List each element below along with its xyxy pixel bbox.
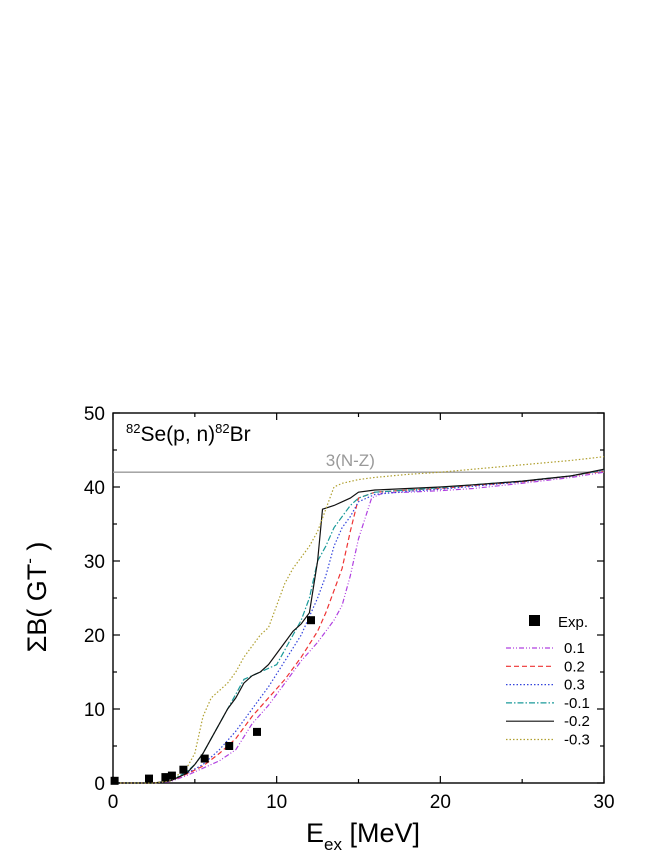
experiment-point bbox=[200, 754, 209, 763]
experiment-points bbox=[110, 616, 315, 785]
y-tick-label: 10 bbox=[84, 700, 105, 721]
legend-label-exp: Exp. bbox=[558, 614, 588, 631]
reaction-mass-b: 82 bbox=[215, 421, 229, 436]
experiment-point bbox=[307, 616, 315, 625]
experiment-point bbox=[110, 776, 119, 785]
x-tick-label: 0 bbox=[108, 792, 119, 813]
legend-label-6: -0.3 bbox=[564, 732, 590, 749]
reaction-product: Br bbox=[230, 423, 251, 446]
experiment-point bbox=[145, 774, 153, 783]
series-line-6 bbox=[113, 456, 605, 784]
experiment-point bbox=[161, 773, 170, 782]
y-tick-label: 0 bbox=[94, 774, 105, 795]
series-line-3 bbox=[113, 469, 605, 784]
x-axis-title-unit: [MeV] bbox=[342, 818, 420, 848]
legend-label-1: 0.1 bbox=[564, 640, 585, 657]
y-tick-label: 40 bbox=[84, 478, 105, 499]
y-axis-title: ΣB( GT- ) bbox=[20, 542, 52, 653]
series-line-5 bbox=[113, 468, 605, 784]
legend-label-5: -0.2 bbox=[564, 713, 590, 730]
legend: Exp. 0.10.2 0.3-0.1-0.2 -0.3 bbox=[506, 614, 590, 749]
reaction-mass-a: 82 bbox=[126, 421, 140, 436]
x-axis-title: Eex [MeV] bbox=[306, 818, 420, 854]
axis-tick-labels: 0 10 20 30 0 10 20 30 40 50 bbox=[84, 404, 615, 813]
experiment-point bbox=[179, 765, 188, 774]
y-axis-title-main: ΣB( GT bbox=[22, 564, 52, 653]
x-axis-title-main: E bbox=[306, 818, 324, 848]
y-tick-label: 20 bbox=[84, 626, 105, 647]
y-tick-label: 50 bbox=[84, 404, 105, 425]
series-lines bbox=[113, 456, 605, 784]
y-axis-title-close: ) bbox=[22, 542, 52, 559]
legend-label-4: -0.1 bbox=[564, 695, 590, 712]
experiment-point bbox=[167, 771, 176, 780]
series-line-1 bbox=[113, 471, 605, 784]
legend-marker-exp bbox=[529, 615, 540, 626]
series-line-4 bbox=[113, 469, 605, 784]
y-axis-title-sup: - bbox=[20, 558, 39, 564]
reaction-label: 82Se(p, n)82Br bbox=[126, 421, 251, 446]
series-line-2 bbox=[113, 470, 605, 784]
x-tick-label: 10 bbox=[266, 792, 287, 813]
experiment-point bbox=[253, 727, 261, 736]
reference-line-group: 3(N-Z) bbox=[113, 451, 604, 473]
x-tick-label: 20 bbox=[430, 792, 451, 813]
legend-label-2: 0.2 bbox=[564, 658, 585, 675]
y-tick-label: 30 bbox=[84, 552, 105, 573]
experiment-point bbox=[225, 742, 234, 750]
legend-label-3: 0.3 bbox=[564, 677, 585, 694]
x-tick-label: 30 bbox=[593, 792, 614, 813]
reference-label: 3(N-Z) bbox=[326, 451, 375, 470]
axis-ticks bbox=[112, 412, 605, 784]
reaction-target: Se(p, n) bbox=[140, 423, 215, 446]
x-axis-title-sub: ex bbox=[324, 835, 342, 854]
